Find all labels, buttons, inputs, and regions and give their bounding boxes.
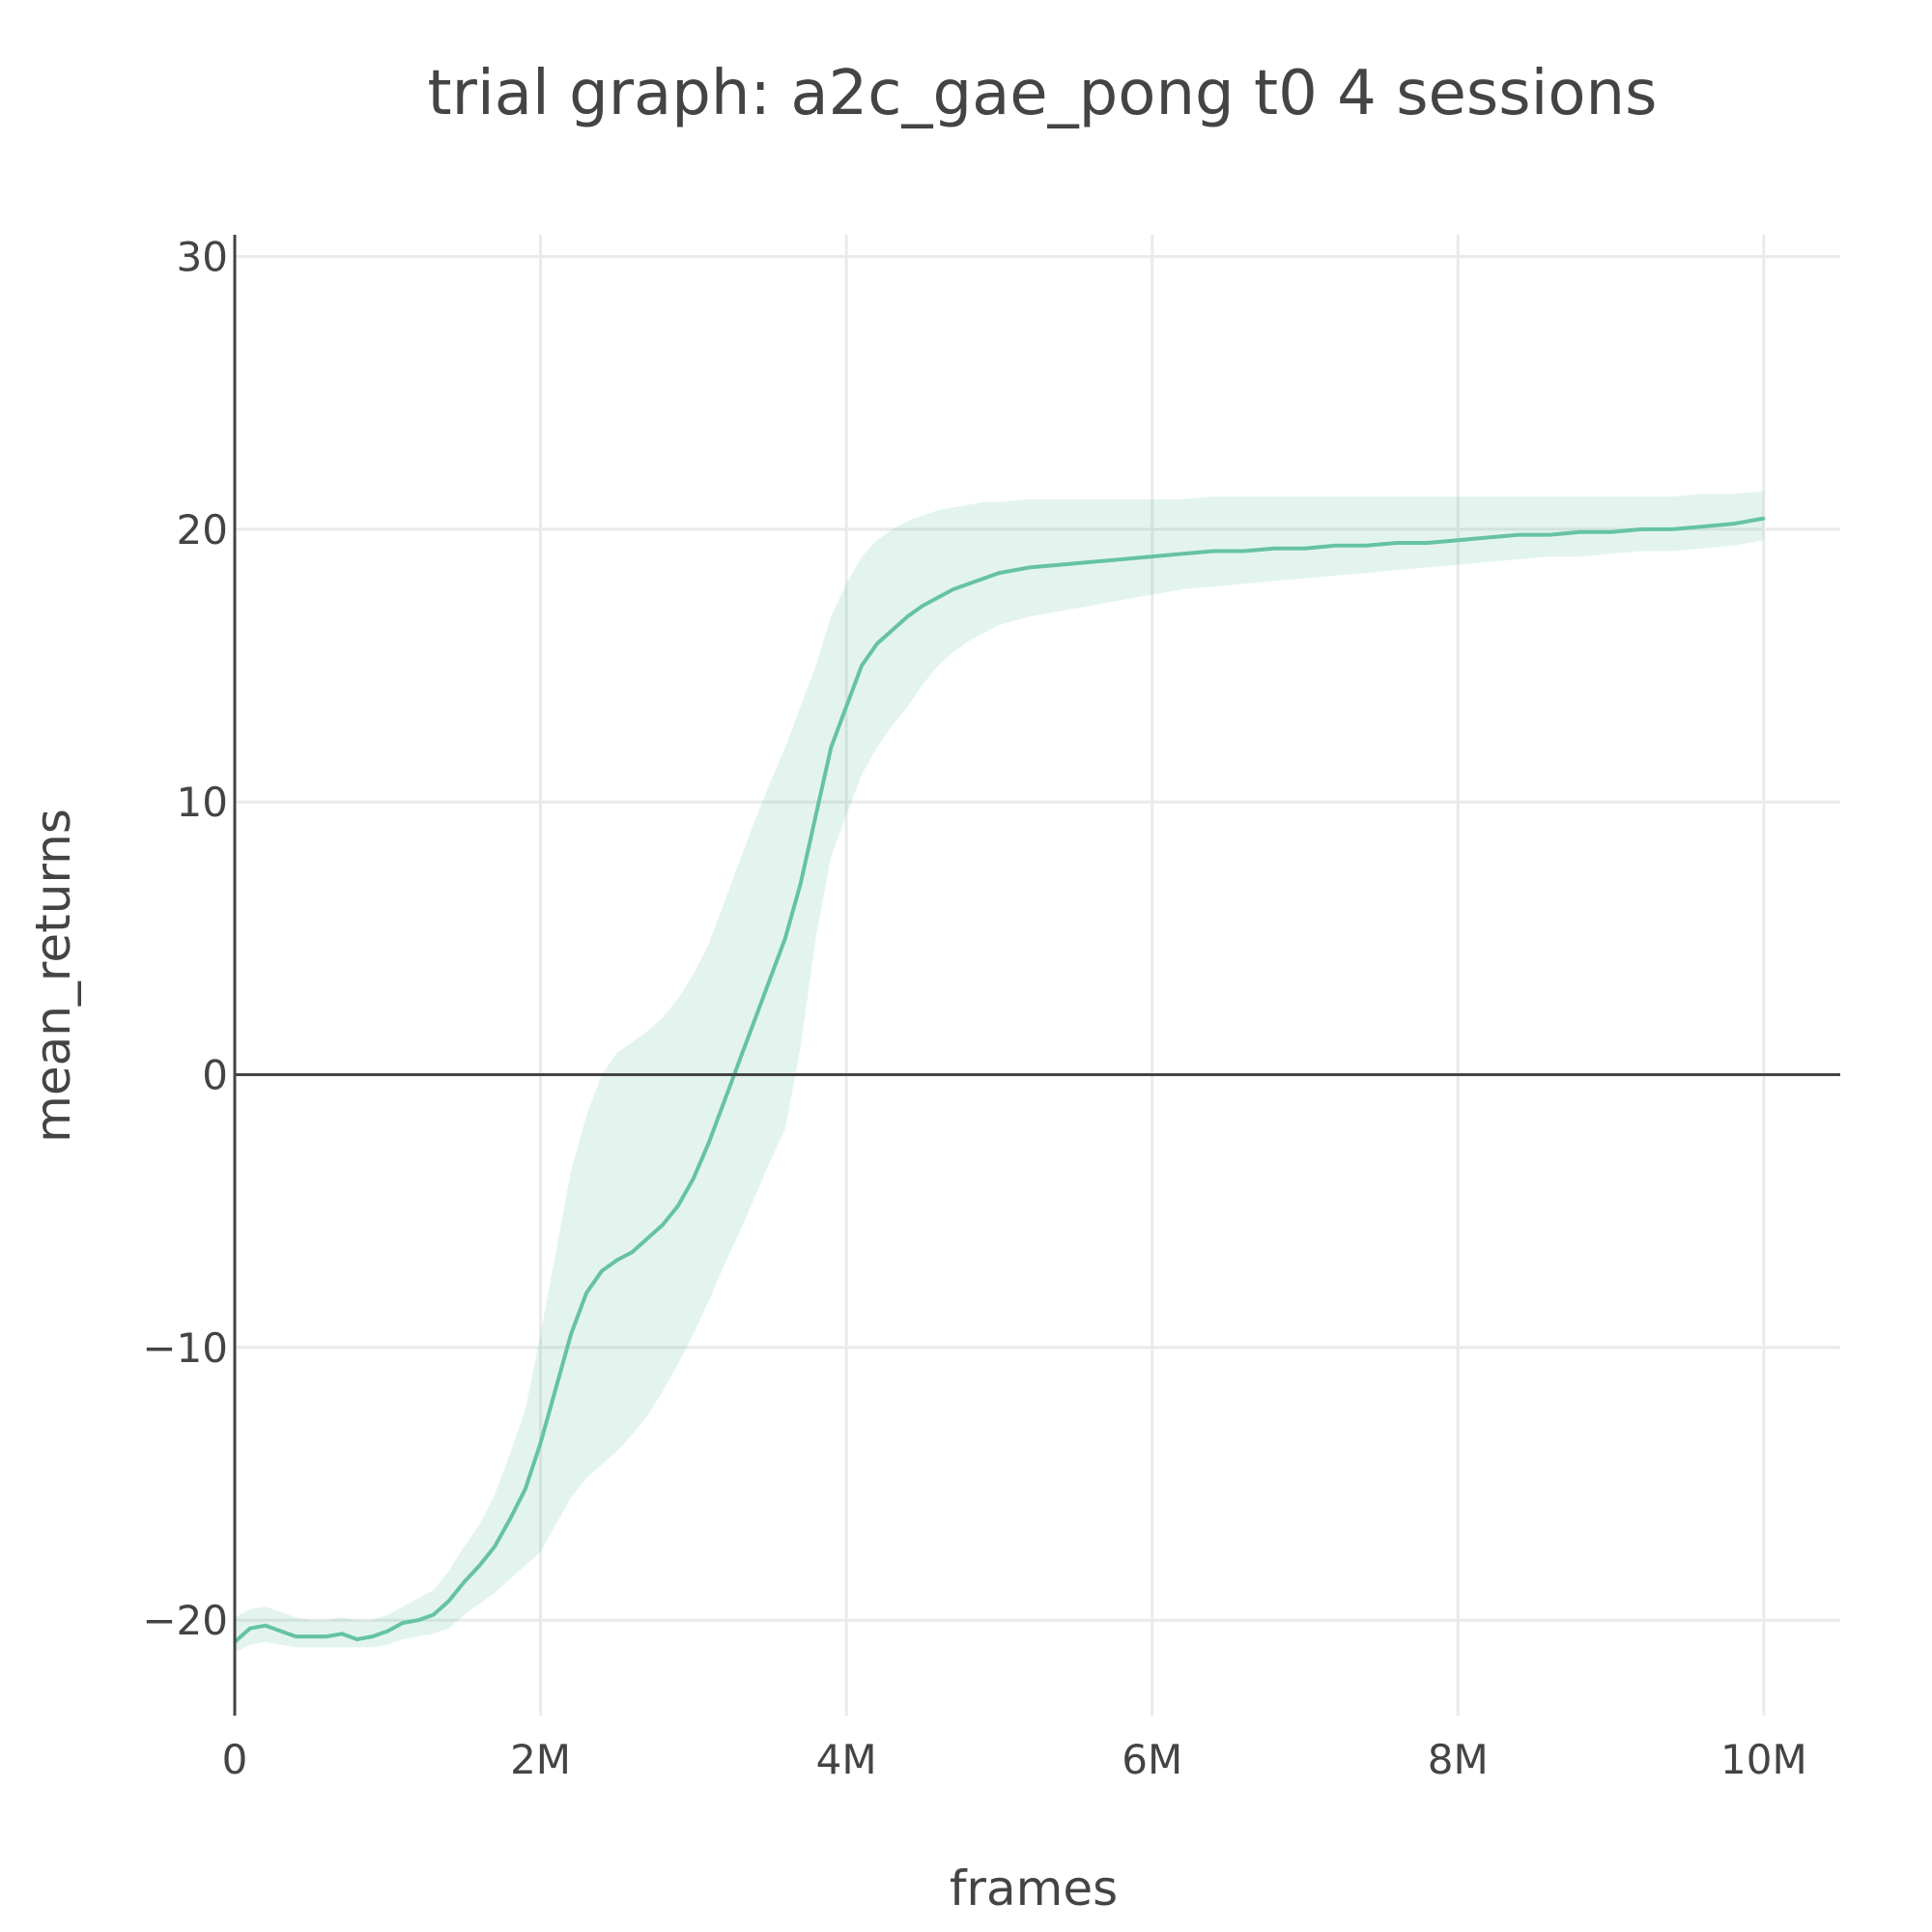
- data-point: [477, 1564, 481, 1568]
- band-layer: [235, 491, 1764, 1654]
- data-point: [661, 1223, 665, 1227]
- data-point: [1242, 550, 1246, 553]
- data-point: [1089, 560, 1093, 564]
- data-point: [921, 604, 924, 608]
- axes: [233, 235, 1840, 1716]
- y-tick-label: 30: [177, 234, 228, 281]
- data-point: [1180, 552, 1184, 555]
- data-point: [600, 1269, 604, 1273]
- x-tick-label: 6M: [1122, 1736, 1182, 1783]
- data-point: [309, 1634, 313, 1638]
- data-point: [860, 664, 864, 668]
- data-point: [264, 1624, 268, 1628]
- data-point: [1120, 557, 1123, 561]
- data-point: [952, 587, 955, 591]
- tick-labels: 0 2M 4M 6M 8M 10M −20 −10 0 10 20 30: [142, 234, 1806, 1783]
- data-point: [1028, 565, 1032, 569]
- data-point: [753, 1018, 756, 1022]
- data-point: [355, 1637, 359, 1641]
- data-point: [814, 813, 817, 817]
- data-point: [279, 1630, 282, 1633]
- data-point: [829, 746, 833, 750]
- y-tick-label: −20: [142, 1597, 228, 1644]
- data-point: [615, 1259, 619, 1262]
- data-point: [401, 1621, 405, 1625]
- data-point: [1578, 530, 1582, 534]
- data-point: [1272, 547, 1276, 551]
- data-point: [692, 1177, 696, 1180]
- data-point: [524, 1488, 527, 1492]
- data-point: [1211, 550, 1215, 553]
- data-point: [723, 1100, 725, 1104]
- data-point: [1364, 544, 1368, 548]
- y-tick-label: 10: [177, 779, 228, 826]
- data-point: [1701, 525, 1704, 528]
- data-point: [1426, 541, 1430, 545]
- data-point: [340, 1632, 344, 1635]
- data-point: [967, 582, 971, 585]
- data-point: [676, 1204, 680, 1208]
- data-point: [493, 1545, 497, 1548]
- x-tick-label: 10M: [1720, 1736, 1807, 1783]
- x-tick-label: 8M: [1428, 1736, 1489, 1783]
- data-point: [1059, 563, 1063, 567]
- y-tick-label: −10: [142, 1324, 228, 1372]
- data-point: [1395, 541, 1399, 545]
- series-band: [235, 491, 1764, 1654]
- data-point: [508, 1518, 512, 1521]
- y-tick-label: 0: [202, 1052, 228, 1099]
- data-point: [936, 596, 940, 599]
- data-point: [416, 1618, 420, 1622]
- data-point: [385, 1630, 389, 1633]
- data-point: [584, 1291, 588, 1294]
- data-point: [768, 978, 772, 981]
- data-point: [1762, 517, 1766, 521]
- data-point: [569, 1332, 573, 1336]
- data-point: [1609, 530, 1613, 534]
- data-point: [799, 882, 803, 886]
- data-point: [1548, 533, 1551, 537]
- data-point: [248, 1627, 252, 1631]
- x-tick-label: 0: [222, 1736, 248, 1783]
- data-point: [891, 628, 895, 632]
- data-point: [1731, 522, 1735, 526]
- data-point: [1518, 533, 1521, 537]
- y-axis-label: mean_returns: [25, 809, 81, 1143]
- data-point: [645, 1236, 649, 1240]
- data-point: [432, 1613, 436, 1616]
- data-point: [631, 1250, 634, 1254]
- x-tick-label: 2M: [510, 1736, 571, 1783]
- data-point: [1456, 538, 1460, 542]
- data-point: [1670, 527, 1674, 531]
- data-point: [1639, 527, 1643, 531]
- data-point: [447, 1599, 451, 1603]
- data-point: [294, 1634, 298, 1638]
- data-point: [737, 1059, 741, 1063]
- data-point: [783, 936, 787, 940]
- data-point: [982, 577, 986, 581]
- grid: [235, 235, 1840, 1716]
- x-tick-label: 4M: [816, 1736, 877, 1783]
- data-point: [554, 1386, 557, 1390]
- data-point: [997, 571, 1001, 575]
- data-point: [1334, 544, 1338, 548]
- chart-title: trial graph: a2c_gae_pong t0 4 sessions: [428, 58, 1658, 129]
- data-point: [325, 1634, 328, 1638]
- line-layer: [233, 516, 1766, 1644]
- data-point: [906, 614, 909, 618]
- x-axis-label: frames: [950, 1861, 1118, 1917]
- data-point: [539, 1441, 543, 1445]
- data-point: [844, 704, 848, 708]
- y-tick-label: 20: [177, 506, 228, 554]
- data-point: [1303, 547, 1307, 551]
- data-point: [371, 1634, 374, 1638]
- series-line: [233, 516, 1765, 1644]
- data-point: [1487, 535, 1491, 539]
- data-point: [462, 1580, 466, 1584]
- data-point: [875, 642, 879, 645]
- data-point: [707, 1141, 711, 1145]
- data-point: [1151, 554, 1154, 558]
